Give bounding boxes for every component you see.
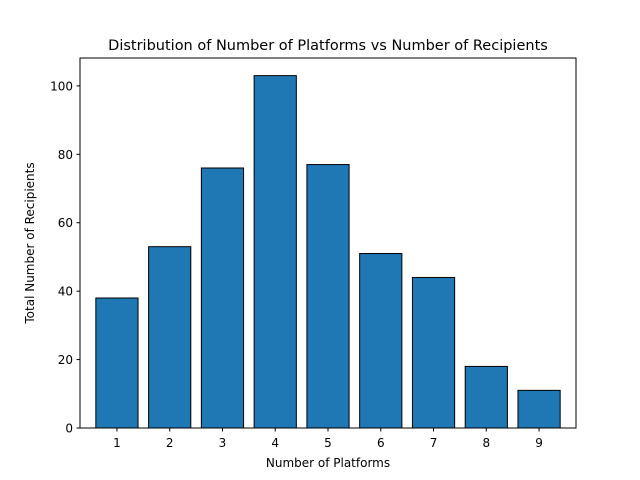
x-tick-label: 6 — [377, 436, 385, 450]
bar-6 — [359, 253, 403, 429]
chart-title: Distribution of Number of Platforms vs N… — [108, 38, 548, 54]
y-axis: 0 20 40 60 80 100 — [50, 79, 80, 436]
bar-7 — [411, 276, 456, 429]
y-tick-label: 20 — [58, 353, 73, 367]
x-tick-label: 4 — [271, 436, 279, 450]
x-tick-label: 7 — [430, 436, 438, 450]
x-tick-label: 9 — [535, 436, 543, 450]
x-tick-label: 8 — [482, 436, 490, 450]
x-tick-label: 1 — [113, 436, 121, 450]
bar-3 — [200, 167, 245, 429]
y-axis-label: Total Number of Recipients — [23, 162, 37, 324]
x-tick-label: 5 — [324, 436, 332, 450]
bars-layer — [95, 75, 561, 429]
bar-4 — [253, 75, 297, 429]
y-tick-label: 60 — [58, 216, 73, 230]
bar-9 — [517, 389, 561, 429]
bar-2 — [148, 246, 192, 429]
y-tick-label: 0 — [65, 422, 73, 436]
x-tick-label: 2 — [166, 436, 174, 450]
y-tick-label: 40 — [58, 285, 73, 299]
x-axis-label: Number of Platforms — [266, 456, 390, 470]
x-tick-label: 3 — [219, 436, 227, 450]
bar-5 — [306, 164, 350, 429]
y-tick-label: 80 — [58, 148, 73, 162]
bar-1 — [95, 297, 139, 429]
bar-8 — [464, 365, 508, 429]
y-tick-label: 100 — [50, 79, 73, 93]
x-axis: 1 2 3 4 5 6 7 8 9 — [113, 428, 543, 450]
